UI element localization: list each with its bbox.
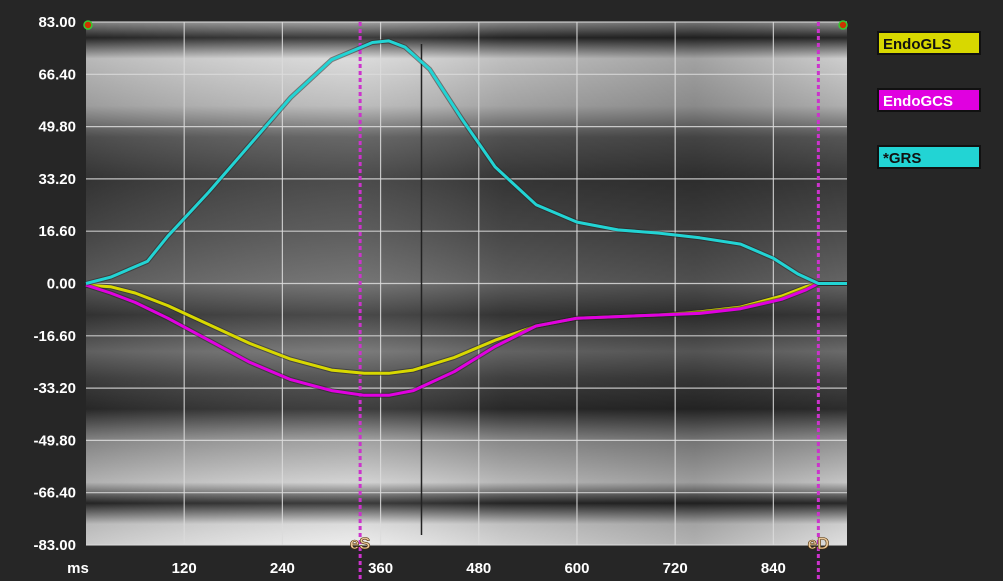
x-tick-label: 120	[172, 560, 197, 577]
series-line-1	[85, 282, 847, 397]
legend-item[interactable]: EndoGCS	[877, 88, 981, 112]
x-tick-label: 840	[761, 560, 786, 577]
corner-marker	[83, 20, 93, 30]
x-tick-label: 480	[466, 560, 491, 577]
series-line-2	[85, 39, 847, 285]
y-tick-label: 16.60	[38, 223, 76, 240]
y-tick-label: 66.40	[38, 66, 76, 83]
marker-label-eD: eD	[807, 534, 829, 553]
y-tick-label: 49.80	[38, 119, 76, 136]
y-tick-label: -49.80	[33, 432, 76, 449]
y-tick-label: 33.20	[38, 171, 76, 188]
x-axis-label: ms	[67, 560, 89, 577]
x-tick-label: 600	[564, 560, 589, 577]
y-tick-label: -33.20	[33, 380, 76, 397]
x-tick-label: 240	[270, 560, 295, 577]
y-tick-label: -66.40	[33, 485, 76, 502]
legend-item[interactable]: *GRS	[877, 145, 981, 169]
y-tick-label: 0.00	[47, 276, 76, 293]
corner-marker	[838, 20, 848, 30]
x-tick-label: 720	[663, 560, 688, 577]
y-tick-label: -16.60	[33, 328, 76, 345]
y-tick-label: -83.00	[33, 537, 76, 554]
legend-item[interactable]: EndoGLS	[877, 31, 981, 55]
marker-label-eS: eS	[350, 534, 371, 553]
x-tick-label: 360	[368, 560, 393, 577]
y-tick-label: 83.00	[38, 14, 76, 31]
